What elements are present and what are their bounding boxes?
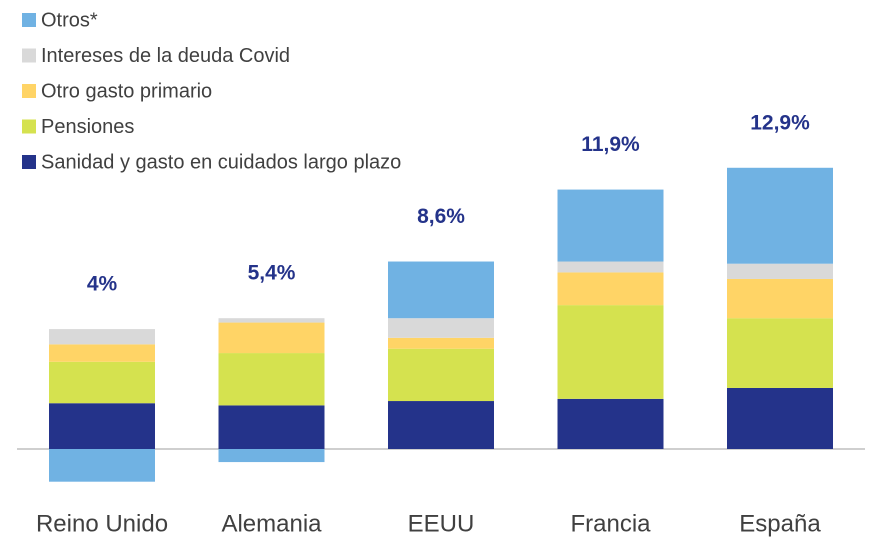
bar-segment — [218, 322, 325, 354]
x-tick-label: Reino Unido — [36, 510, 168, 537]
total-label: 5,4% — [248, 262, 296, 285]
x-tick-label: EEUU — [408, 510, 475, 537]
bar-segment — [49, 329, 155, 345]
total-label: 11,9% — [581, 133, 640, 156]
bar-segment — [557, 261, 664, 273]
x-tick-label: España — [739, 510, 821, 537]
bar-segment — [49, 361, 155, 404]
bar-segment — [727, 167, 833, 264]
bar-segment — [557, 272, 664, 306]
total-label: 12,9% — [750, 111, 810, 134]
bar-segment — [49, 344, 155, 362]
bar-segment — [727, 278, 833, 319]
bar-segment — [388, 261, 494, 319]
total-label: 8,6% — [417, 205, 465, 228]
bar-segment — [388, 337, 494, 349]
legend-swatch — [22, 155, 36, 169]
bar-segment — [218, 318, 325, 323]
legend-swatch — [22, 48, 36, 63]
bar-segment — [557, 189, 664, 262]
legend-label: Sanidad y gasto en cuidados largo plazo — [41, 151, 401, 173]
legend-label: Intereses de la deuda Covid — [41, 45, 290, 67]
legend-label: Otros* — [41, 9, 98, 31]
x-tick-label: Francia — [570, 510, 651, 537]
legend-label: Otro gasto primario — [41, 80, 212, 102]
bar-segment — [218, 449, 325, 463]
bar-segment — [49, 449, 155, 482]
bar-segment — [557, 305, 664, 399]
legend-label: Pensiones — [41, 116, 134, 138]
bar-segment — [557, 398, 664, 449]
bar-segment — [727, 318, 833, 388]
bar-segment — [218, 405, 325, 449]
bar-segment — [388, 348, 494, 402]
bar-segment — [218, 353, 325, 406]
total-label: 4% — [87, 273, 118, 296]
legend-swatch — [22, 13, 36, 27]
legend-swatch — [22, 84, 36, 98]
bar-segment — [727, 387, 833, 449]
bar-segment — [49, 403, 155, 449]
x-tick-label: Alemania — [221, 510, 322, 537]
legend-swatch — [22, 119, 36, 134]
bar-segment — [388, 401, 494, 449]
bar-segment — [388, 318, 494, 338]
bar-segment — [727, 263, 833, 279]
